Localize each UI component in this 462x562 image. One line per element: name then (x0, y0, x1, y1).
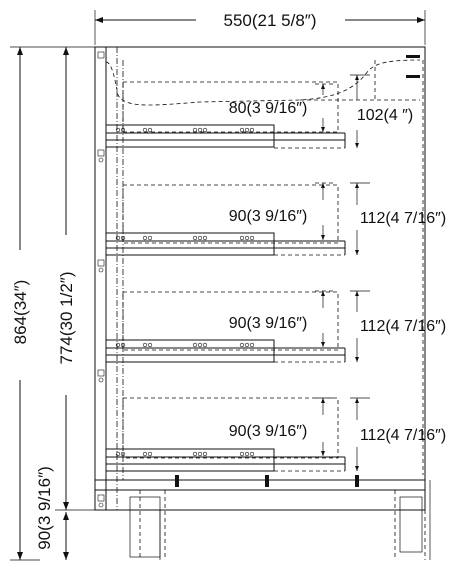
base-height-label: 90(3 9/16″) (35, 466, 54, 550)
drawer-3-inner-label: 90(3 9/16″) (229, 315, 308, 332)
overall-width-label: 550(21 5/8″) (224, 11, 317, 30)
drawer-2-outer-label: 112(4 7/16″) (360, 210, 446, 227)
drawer-3-outer-label: 112(4 7/16″) (360, 318, 446, 335)
cabinet-body (94, 46, 431, 560)
overall-height-label: 864(34″) (11, 280, 30, 345)
drawer-1-inner-label: 80(3 9/16″) (229, 100, 308, 117)
drawer-2: 90(3 9/16″) 112(4 7/16″) (105, 182, 446, 256)
drawer-1: 80(3 9/16″) 102(4 ″) (105, 74, 413, 149)
drawer-4-outer-label: 112(4 7/16″) (360, 427, 446, 444)
drawer-2-inner-label: 90(3 9/16″) (229, 208, 308, 225)
drawer-3: 90(3 9/16″) 112(4 7/16″) (105, 290, 446, 363)
overall-width-dimension: 550(21 5/8″) (94, 10, 426, 45)
overall-height-dimension: 864(34″) (10, 46, 95, 561)
cabinet-height-dimension: 774(30 1/2″) (55, 47, 95, 511)
cabinet-height-label: 774(30 1/2″) (57, 272, 76, 365)
drawer-1-outer-label: 102(4 ″) (357, 107, 413, 124)
drawer-4: 90(3 9/16″) 112(4 7/16″) (105, 397, 446, 472)
base-height-dimension: 90(3 9/16″) (35, 466, 69, 560)
drawer-4-inner-label: 90(3 9/16″) (229, 423, 308, 440)
